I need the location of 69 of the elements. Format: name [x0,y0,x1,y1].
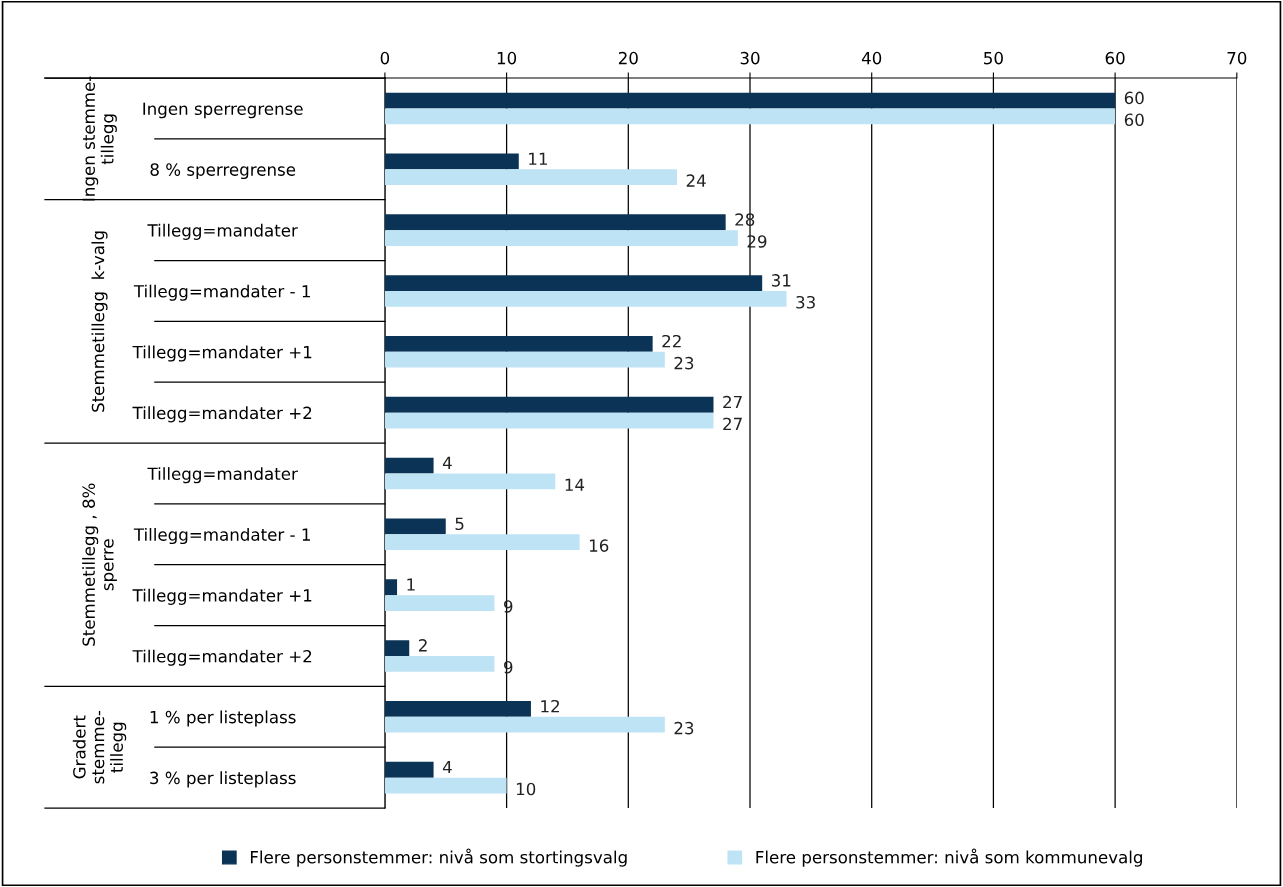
y-tick-label: 8 % sperregrense [150,163,296,180]
bar [384,457,434,474]
y-tick-label: Tillegg=mandater [147,467,298,484]
bar [384,579,398,596]
bar [384,214,726,231]
bar [384,92,1116,109]
y-tick-label: 1 % per listeplass [150,710,296,727]
bar [384,230,738,246]
y-tick-label: Tillegg=mandater +1 [132,345,312,362]
data-label: 5 [455,517,464,531]
data-label: 12 [541,699,559,713]
bar [384,396,714,413]
x-tick-label: 0 [380,51,390,65]
data-label: 14 [565,478,585,491]
data-label: 11 [529,152,547,165]
text: Stemmetillegg , 8% sperre [82,483,117,646]
bar [384,777,507,794]
data-label: 23 [674,721,694,735]
bar [384,595,495,611]
y-tick-label: Ingen sperregrense [143,102,303,119]
y-tick-label: Tillegg=mandater +2 [132,406,312,423]
bar [384,700,531,717]
data-label: 16 [589,539,609,552]
y-tick-label: Tillegg=mandater +1 [132,588,312,605]
y-tick-label: Tillegg=mandater - 1 [133,527,310,545]
y-tick-label: Tillegg=mandater - 1 [133,284,310,301]
data-label: 1 [407,578,415,591]
data-label: 2 [418,639,427,652]
bar [384,716,665,733]
data-label: 60 [1124,91,1144,105]
bar [384,640,410,656]
bar [384,761,434,778]
x-tick-label: 10 [497,51,517,65]
bar [384,108,1116,125]
bar [384,655,495,672]
y-tick-label: Tillegg=mandater +2 [132,649,312,666]
data-label: 4 [442,760,452,774]
data-label: 27 [723,417,742,431]
x-tick-label: 60 [1105,51,1125,65]
bar [384,169,677,186]
bar [384,412,714,429]
x-tick-label: 20 [618,51,638,65]
bar [384,275,763,291]
data-label: 31 [771,274,791,287]
data-label: 60 [1124,113,1144,127]
data-label: 27 [723,395,742,409]
x-tick-label: 40 [861,51,882,65]
bar [384,518,446,535]
y-tick-label: 3 % per listeplass [150,771,296,788]
data-label: 22 [662,334,681,348]
legend-label: Flere personstemmer: nivå som kommunevalg [756,848,1142,867]
legend-label: Flere personstemmer: nivå som stortingsvalg [250,848,627,867]
data-label: 33 [796,295,815,309]
data-label: 23 [674,356,694,370]
bar [384,534,580,551]
y-tick-label: Tillegg=mandater [147,223,298,240]
data-label: 10 [516,782,536,796]
bar [384,153,519,170]
x-tick-label: 30 [740,51,760,65]
text: Stemmetillegg k-valg [91,231,108,412]
x-tick-label: 50 [984,51,1003,65]
bar [384,335,653,352]
text: Gradert stemme- tillegg [72,710,127,784]
bar [384,473,556,490]
bar [384,290,787,307]
data-label: 24 [686,174,706,187]
bar [384,351,665,368]
x-tick-label: 70 [1227,51,1247,65]
data-label: 4 [442,456,452,469]
